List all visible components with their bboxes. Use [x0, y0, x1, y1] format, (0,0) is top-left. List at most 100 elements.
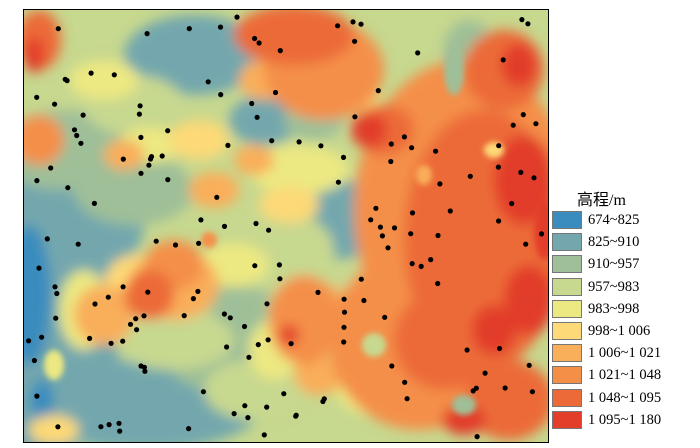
sample-point: [496, 218, 502, 224]
sample-point: [26, 338, 32, 344]
sample-point: [531, 175, 537, 181]
sample-point: [34, 94, 40, 100]
sample-point: [214, 194, 220, 200]
legend-swatch: [552, 277, 582, 296]
sample-point: [133, 316, 139, 322]
elevation-zone: [501, 43, 537, 87]
elevation-zone: [169, 120, 229, 160]
sample-point: [98, 424, 104, 430]
elevation-zone: [124, 15, 264, 95]
sample-point: [474, 434, 480, 440]
sample-point: [335, 23, 341, 29]
sample-point: [341, 309, 348, 315]
sample-point: [190, 296, 196, 302]
elevation-zone: [114, 310, 234, 370]
sample-point: [276, 262, 282, 268]
legend-swatch: [552, 299, 582, 318]
sample-point: [242, 403, 248, 409]
sample-point: [385, 245, 391, 251]
sample-point: [74, 132, 80, 139]
elevation-zone: [504, 265, 548, 335]
sample-point: [172, 242, 179, 248]
elevation-zone: [189, 172, 239, 208]
sample-point: [75, 241, 81, 247]
sample-point: [65, 185, 71, 191]
sample-point: [497, 345, 503, 352]
sample-point: [526, 362, 532, 368]
sample-point: [165, 128, 171, 134]
elevation-zone: [484, 142, 504, 158]
sample-point: [117, 428, 123, 434]
elevation-zone: [494, 135, 548, 225]
sample-point: [186, 26, 192, 32]
sample-point: [246, 354, 252, 360]
sample-point: [198, 217, 204, 223]
legend-label: 998~1 006: [588, 323, 651, 339]
sample-point: [361, 297, 367, 304]
legend-swatch: [552, 410, 582, 429]
elevation-zone: [294, 355, 344, 395]
legend-item: 957~983: [552, 277, 700, 298]
sample-point: [146, 162, 152, 168]
sample-point: [293, 412, 299, 418]
sample-point: [53, 315, 59, 321]
elevation-zone: [24, 225, 51, 365]
sample-point: [341, 339, 347, 345]
legend-item: 1 095~1 180: [552, 410, 700, 431]
sample-point: [120, 156, 126, 162]
sample-point: [277, 48, 283, 54]
elevation-zone: [234, 10, 354, 65]
legend-swatch: [552, 211, 582, 229]
sample-point: [145, 289, 151, 295]
sample-point: [335, 179, 341, 185]
legend-item: 1 048~1 095: [552, 388, 700, 409]
sample-point: [147, 156, 154, 162]
sample-point: [418, 263, 424, 269]
sample-point: [368, 217, 374, 223]
sample-point: [165, 177, 171, 183]
sample-point: [245, 415, 251, 421]
legend-label: 910~957: [588, 256, 640, 273]
sample-point: [64, 78, 70, 84]
sample-point: [91, 200, 97, 206]
legend-title: 高程/m: [577, 192, 626, 209]
sample-point: [92, 301, 98, 307]
sample-point: [88, 70, 94, 76]
sample-point: [249, 100, 255, 107]
sample-point: [71, 127, 78, 133]
sample-point: [435, 280, 441, 287]
sample-point: [186, 426, 192, 432]
sample-point: [221, 223, 228, 229]
sample-point: [404, 396, 410, 402]
sample-point: [529, 389, 535, 395]
sample-point: [134, 327, 140, 333]
sample-point: [116, 420, 122, 426]
sample-point: [318, 143, 324, 149]
elevation-zone: [351, 112, 387, 148]
sample-point: [34, 178, 40, 184]
sample-point: [196, 240, 202, 246]
elevation-zone: [452, 395, 476, 415]
sample-point: [181, 313, 187, 319]
elevation-zone: [279, 325, 299, 345]
sample-point: [358, 276, 364, 282]
legend-label: 983~998: [588, 300, 640, 317]
sample-point: [241, 323, 248, 330]
sample-point: [87, 335, 93, 341]
legend-item: 983~998: [552, 299, 700, 320]
sample-point: [111, 72, 117, 78]
sample-point: [264, 404, 270, 410]
legend-swatch: [552, 255, 582, 274]
sample-point: [352, 114, 358, 120]
sample-point: [523, 241, 529, 247]
sample-point: [141, 364, 147, 370]
sample-point: [315, 289, 321, 295]
legend-label: 957~983: [588, 278, 640, 295]
sample-point: [482, 370, 488, 376]
sample-point: [340, 154, 347, 160]
sample-point: [52, 101, 58, 107]
sample-point: [409, 145, 415, 151]
sample-point: [106, 422, 112, 428]
elevation-zone: [30, 380, 54, 420]
legend-item: 1 006~1 021: [552, 344, 700, 364]
